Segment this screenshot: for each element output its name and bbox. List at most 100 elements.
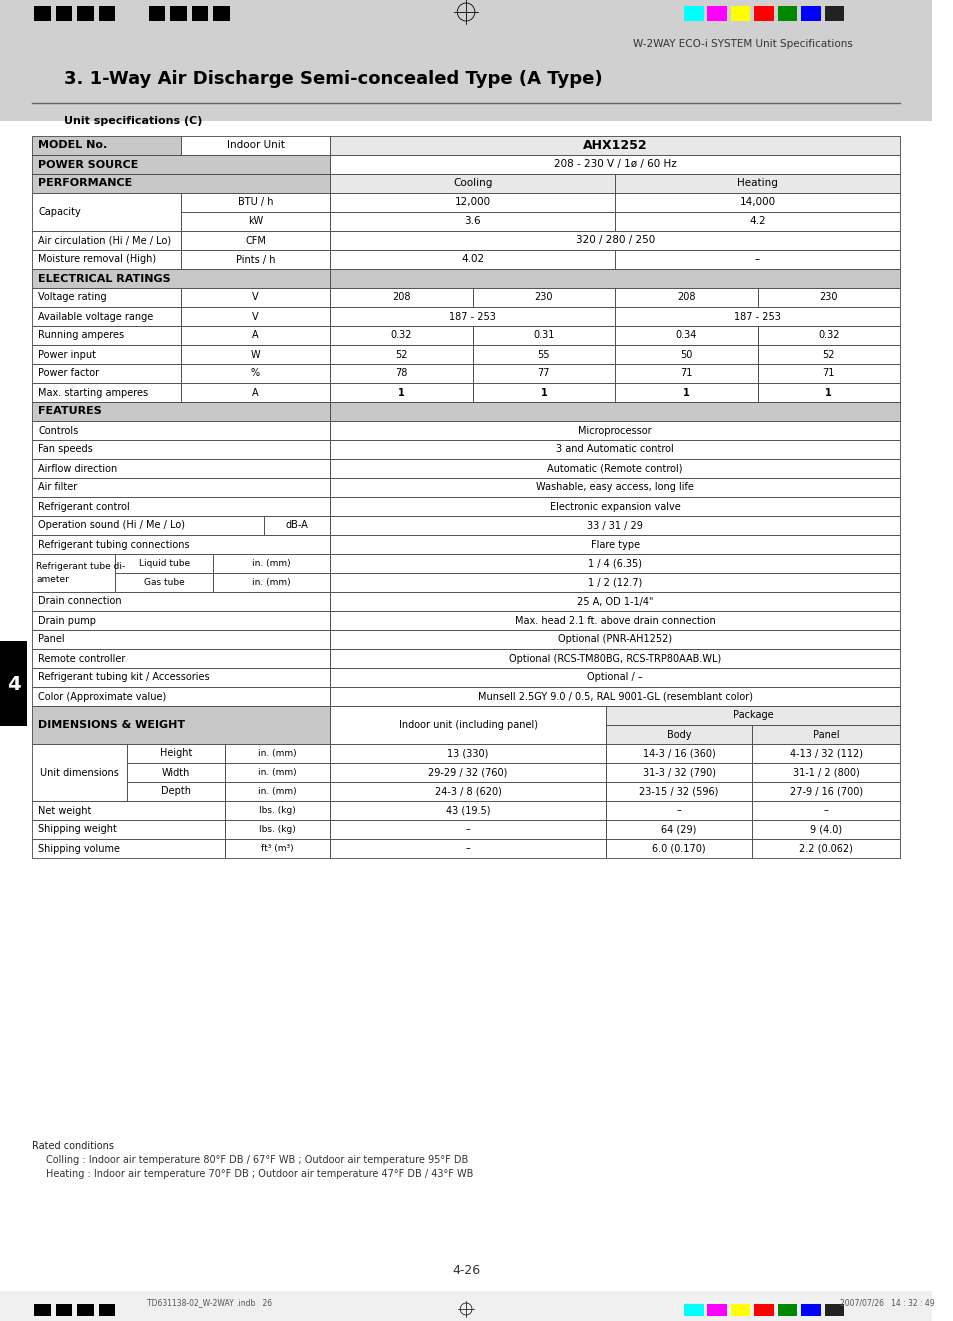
Bar bbox=[32, 668, 330, 687]
Bar bbox=[180, 288, 330, 306]
Bar bbox=[32, 839, 225, 859]
Text: Air circulation (Hi / Me / Lo): Air circulation (Hi / Me / Lo) bbox=[38, 235, 171, 246]
Bar bbox=[32, 288, 180, 306]
Text: 3. 1-Way Air Discharge Semi-concealed Type (A Type): 3. 1-Way Air Discharge Semi-concealed Ty… bbox=[64, 70, 601, 89]
Text: Heating : Indoor air temperature 70°F DB ; Outdoor air temperature 47°F DB / 43°: Heating : Indoor air temperature 70°F DB… bbox=[46, 1169, 473, 1180]
Text: 4: 4 bbox=[7, 675, 20, 694]
Bar bbox=[32, 326, 180, 345]
Text: 77: 77 bbox=[537, 369, 550, 379]
Text: in. (mm): in. (mm) bbox=[258, 787, 296, 797]
Bar bbox=[330, 497, 899, 517]
Text: 1: 1 bbox=[682, 387, 689, 398]
Text: Max. head 2.1 ft. above drain connection: Max. head 2.1 ft. above drain connection bbox=[515, 616, 715, 626]
Text: Munsell 2.5GY 9.0 / 0.5, RAL 9001-GL (resemblant color): Munsell 2.5GY 9.0 / 0.5, RAL 9001-GL (re… bbox=[477, 691, 752, 701]
Text: Flare type: Flare type bbox=[590, 539, 639, 550]
Text: Width: Width bbox=[162, 768, 190, 778]
Bar bbox=[330, 535, 899, 553]
Text: Liquid tube: Liquid tube bbox=[138, 559, 190, 568]
Bar bbox=[801, 1304, 820, 1316]
Bar bbox=[605, 782, 752, 801]
Bar bbox=[98, 7, 115, 21]
Bar bbox=[180, 345, 330, 365]
Text: in. (mm): in. (mm) bbox=[258, 768, 296, 777]
Bar bbox=[32, 136, 180, 155]
Bar bbox=[115, 573, 213, 592]
Bar bbox=[330, 573, 899, 592]
Bar bbox=[605, 744, 752, 764]
Bar bbox=[180, 365, 330, 383]
Text: Cooling: Cooling bbox=[453, 178, 492, 189]
Text: dB-A: dB-A bbox=[285, 520, 308, 531]
Bar bbox=[707, 1304, 726, 1316]
Text: Available voltage range: Available voltage range bbox=[38, 312, 153, 321]
Bar bbox=[330, 764, 605, 782]
Bar bbox=[32, 231, 180, 250]
Bar bbox=[330, 478, 899, 497]
Bar bbox=[752, 839, 899, 859]
Bar bbox=[330, 231, 899, 250]
Text: 230: 230 bbox=[534, 292, 553, 303]
Text: Microprocessor: Microprocessor bbox=[578, 425, 651, 436]
Text: 12,000: 12,000 bbox=[455, 198, 490, 207]
Bar bbox=[0, 641, 28, 727]
Text: V: V bbox=[252, 292, 258, 303]
Text: POWER SOURCE: POWER SOURCE bbox=[38, 160, 138, 169]
Bar bbox=[32, 365, 180, 383]
Text: W-2WAY ECO-i SYSTEM Unit Specifications: W-2WAY ECO-i SYSTEM Unit Specifications bbox=[632, 40, 852, 49]
Bar bbox=[149, 7, 165, 21]
Text: –: – bbox=[754, 255, 760, 264]
Text: Airflow direction: Airflow direction bbox=[38, 464, 117, 473]
Text: Refrigerant tubing connections: Refrigerant tubing connections bbox=[38, 539, 190, 550]
Text: 3.6: 3.6 bbox=[464, 217, 480, 226]
Text: Power factor: Power factor bbox=[38, 369, 99, 379]
Bar bbox=[225, 801, 330, 820]
Bar bbox=[330, 136, 899, 155]
Text: 0.32: 0.32 bbox=[391, 330, 412, 341]
Text: Heating: Heating bbox=[737, 178, 778, 189]
Bar bbox=[32, 535, 330, 553]
Text: TD631138-02_W-2WAY .indb   26: TD631138-02_W-2WAY .indb 26 bbox=[147, 1299, 272, 1308]
Bar bbox=[330, 839, 605, 859]
Text: 24-3 / 8 (620): 24-3 / 8 (620) bbox=[435, 786, 501, 797]
Text: 25 A, OD 1-1/4": 25 A, OD 1-1/4" bbox=[577, 597, 653, 606]
Text: W: W bbox=[251, 350, 260, 359]
Bar bbox=[330, 193, 615, 211]
Text: Optional / –: Optional / – bbox=[587, 672, 642, 683]
Bar bbox=[34, 1304, 51, 1316]
Bar bbox=[32, 801, 225, 820]
Text: Optional (PNR-AH1252): Optional (PNR-AH1252) bbox=[558, 634, 672, 645]
Bar bbox=[170, 7, 187, 21]
Bar bbox=[77, 1304, 93, 1316]
Text: A: A bbox=[252, 387, 258, 398]
Bar bbox=[752, 820, 899, 839]
Bar bbox=[32, 306, 180, 326]
Text: Color (Approximate value): Color (Approximate value) bbox=[38, 691, 166, 701]
Bar bbox=[32, 553, 115, 592]
Text: –: – bbox=[465, 844, 470, 853]
Text: in. (mm): in. (mm) bbox=[253, 579, 291, 587]
Text: ELECTRICAL RATINGS: ELECTRICAL RATINGS bbox=[38, 273, 171, 284]
Text: –: – bbox=[822, 806, 828, 815]
Text: Refrigerant tubing kit / Accessories: Refrigerant tubing kit / Accessories bbox=[38, 672, 210, 683]
Text: 208: 208 bbox=[392, 292, 411, 303]
Text: 0.31: 0.31 bbox=[533, 330, 554, 341]
Text: CFM: CFM bbox=[245, 235, 266, 246]
Bar bbox=[225, 744, 330, 764]
Bar bbox=[32, 383, 180, 402]
Text: Panel: Panel bbox=[812, 729, 839, 740]
Bar bbox=[32, 630, 330, 649]
Bar bbox=[32, 649, 330, 668]
Text: 4.2: 4.2 bbox=[748, 217, 765, 226]
Bar bbox=[683, 7, 702, 21]
Text: AHX1252: AHX1252 bbox=[582, 139, 647, 152]
Bar bbox=[32, 517, 264, 535]
Bar bbox=[615, 383, 757, 402]
Bar bbox=[777, 1304, 797, 1316]
Bar bbox=[330, 440, 899, 458]
Text: kW: kW bbox=[248, 217, 263, 226]
Bar bbox=[55, 1304, 72, 1316]
Bar bbox=[473, 383, 615, 402]
Text: Max. starting amperes: Max. starting amperes bbox=[38, 387, 148, 398]
Text: Body: Body bbox=[666, 729, 691, 740]
Bar bbox=[730, 1304, 750, 1316]
